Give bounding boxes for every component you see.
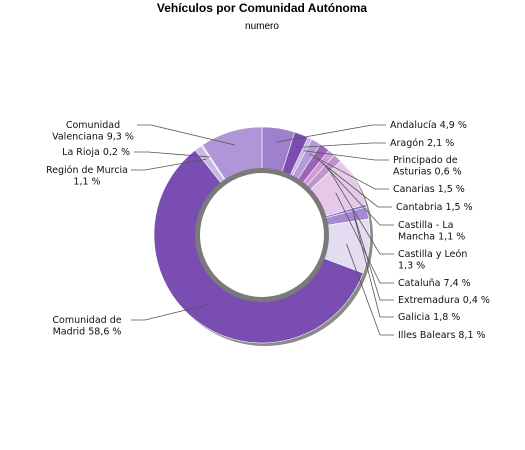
leader-line-9 — [353, 215, 394, 318]
slice-label-3: Canarias 1,5 % — [393, 184, 465, 195]
slice-label-12: Región de Murcia 1,1 % — [46, 165, 128, 188]
leader-line-1 — [296, 142, 386, 148]
slice-label-13: La Rioja 0,2 % — [62, 147, 130, 158]
slice-label-2: Principado de Asturias 0,6 % — [393, 155, 462, 178]
leader-line-5 — [322, 162, 394, 226]
leader-line-6 — [327, 167, 394, 255]
leader-line-2 — [303, 150, 389, 161]
slice-label-14: Comunidad Valenciana 9,3 % — [52, 120, 134, 143]
leader-line-0 — [276, 124, 386, 143]
slice-label-9: Galicia 1,8 % — [398, 312, 460, 323]
leader-line-3 — [308, 153, 389, 190]
slice-label-7: Cataluña 7,4 % — [398, 278, 471, 289]
slice-label-11: Comunidad de Madrid 58,6 % — [52, 315, 121, 338]
slice-label-10: Illes Balears 8,1 % — [398, 330, 486, 341]
slice-label-4: Cantabria 1,5 % — [396, 202, 473, 213]
slice-label-0: Andalucía 4,9 % — [390, 120, 467, 131]
slice-label-8: Extremadura 0,4 % — [398, 295, 490, 306]
leader-line-4 — [316, 158, 392, 208]
chart-title: Vehículos por Comunidad Autónoma — [157, 1, 368, 15]
leader-line-10 — [346, 243, 394, 336]
leader-line-14 — [137, 124, 235, 146]
leader-line-7 — [335, 192, 394, 284]
leader-line-12 — [131, 158, 207, 171]
slice-label-6: Castilla y León 1,3 % — [398, 249, 467, 272]
leader-line-13 — [134, 151, 210, 158]
donut-hole — [200, 173, 324, 297]
slice-label-5: Castilla - La Mancha 1,1 % — [398, 220, 465, 243]
leader-line-8 — [352, 209, 394, 301]
chart-subtitle: numero — [245, 21, 279, 32]
slice-label-1: Aragón 2,1 % — [390, 138, 454, 149]
leader-line-11 — [131, 303, 212, 321]
